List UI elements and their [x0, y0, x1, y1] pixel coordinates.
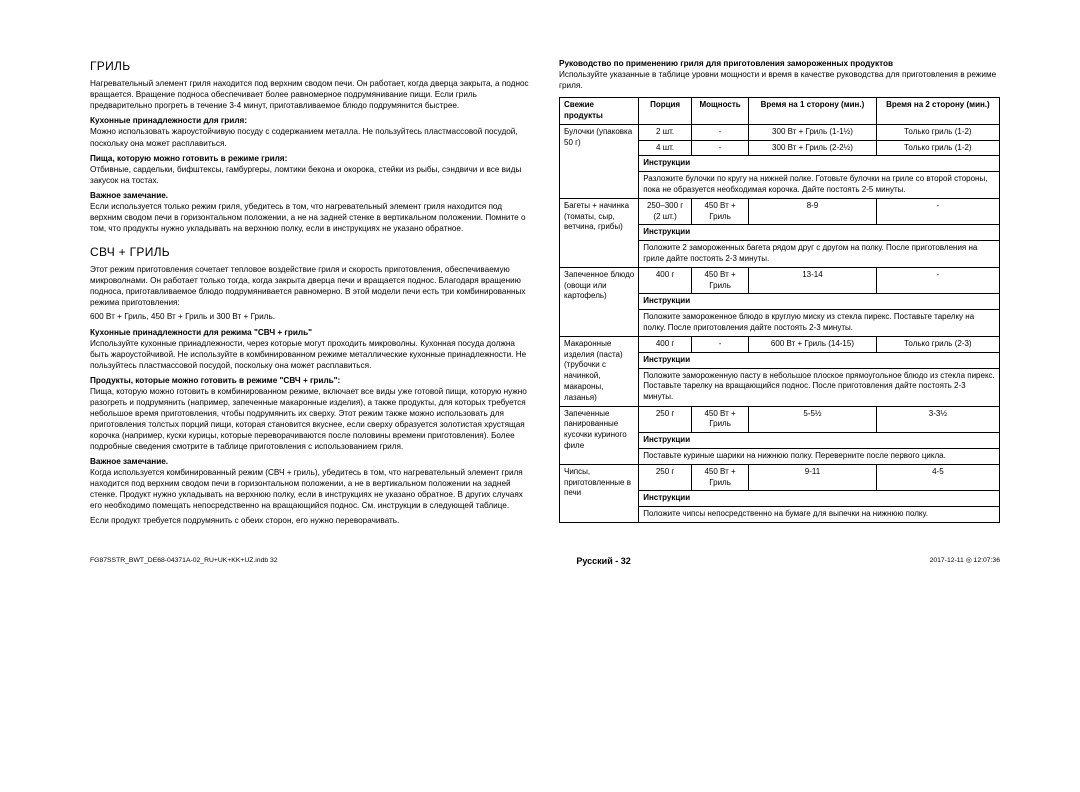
- subheading: Кухонные принадлежности для режима "СВЧ …: [90, 327, 531, 338]
- cell-t1: 9-11: [749, 464, 877, 491]
- cell-t2: -: [876, 267, 999, 294]
- right-column: Руководство по применению гриля для приг…: [559, 58, 1000, 529]
- table-row: Чипсы, приготовленные в печи250 г450 Вт …: [560, 464, 1000, 491]
- col-time2: Время на 2 сторону (мин.): [876, 98, 999, 125]
- cell-instr: Положите чипсы непосредственно на бумаге…: [639, 507, 1000, 523]
- para: Используйте кухонные принадлежности, чер…: [90, 338, 531, 371]
- cell-t1: 600 Вт + Гриль (14-15): [749, 336, 877, 352]
- cell-instr: Положите замороженное блюдо в круглую ми…: [639, 310, 1000, 337]
- table-header-row: Свежие продукты Порция Мощность Время на…: [560, 98, 1000, 125]
- cell-instr-label: Инструкции: [639, 491, 1000, 507]
- page-footer: FG87SSTR_BWT_DE68-04371A-02_RU+UK+KK+UZ.…: [90, 555, 1000, 567]
- cell-portion: 2 шт.: [639, 124, 692, 140]
- cell-portion: 250 г: [639, 406, 692, 433]
- cell-product: Чипсы, приготовленные в печи: [560, 464, 639, 522]
- subheading: Важное замечание.: [90, 456, 531, 467]
- cell-product: Запеченное блюдо (овощи или картофель): [560, 267, 639, 336]
- cell-instr-label: Инструкции: [639, 433, 1000, 449]
- cooking-guide-table: Свежие продукты Порция Мощность Время на…: [559, 97, 1000, 523]
- table-row: Булочки (упаковка 50 г)2 шт.-300 Вт + Гр…: [560, 124, 1000, 140]
- cell-power: 450 Вт + Гриль: [691, 406, 748, 433]
- cell-portion: 250–300 г (2 шт.): [639, 198, 692, 225]
- footer-left: FG87SSTR_BWT_DE68-04371A-02_RU+UK+KK+UZ.…: [90, 556, 278, 565]
- para: Можно использовать жароустойчивую посуду…: [90, 126, 531, 148]
- cell-instr: Положите замороженную пасту в небольшое …: [639, 368, 1000, 406]
- cell-portion: 400 г: [639, 267, 692, 294]
- para: Отбивные, сардельки, бифштексы, гамбурге…: [90, 164, 531, 186]
- subheading: Продукты, которые можно готовить в режим…: [90, 375, 531, 386]
- cell-instr: Разложите булочки по кругу на нижней пол…: [639, 172, 1000, 199]
- cell-power: -: [691, 336, 748, 352]
- footer-page: Русский - 32: [278, 555, 930, 567]
- col-portion: Порция: [639, 98, 692, 125]
- para: Если используется только режим гриля, уб…: [90, 201, 531, 234]
- subheading: Важное замечание.: [90, 190, 531, 201]
- cell-t1: 13-14: [749, 267, 877, 294]
- cell-portion: 250 г: [639, 464, 692, 491]
- cell-t1: 5-5½: [749, 406, 877, 433]
- cell-product: Макаронные изделия (паста) (трубочки с н…: [560, 336, 639, 406]
- cell-t1: 300 Вт + Гриль (2-2½): [749, 140, 877, 156]
- cell-power: 450 Вт + Гриль: [691, 267, 748, 294]
- col-product: Свежие продукты: [560, 98, 639, 125]
- cell-portion: 4 шт.: [639, 140, 692, 156]
- cell-instr-label: Инструкции: [639, 294, 1000, 310]
- cell-instr: Положите 2 замороженных багета рядом дру…: [639, 241, 1000, 268]
- footer-right: 2017-12-11 ◎ 12:07:36: [930, 556, 1000, 565]
- cell-t2: 4-5: [876, 464, 999, 491]
- cell-t2: -: [876, 198, 999, 225]
- cell-power: 450 Вт + Гриль: [691, 464, 748, 491]
- heading-combo: СВЧ + ГРИЛЬ: [90, 244, 531, 260]
- para: 600 Вт + Гриль, 450 Вт + Гриль и 300 Вт …: [90, 311, 531, 322]
- table-row: Макаронные изделия (паста) (трубочки с н…: [560, 336, 1000, 352]
- cell-t2: 3-3½: [876, 406, 999, 433]
- table-title: Руководство по применению гриля для приг…: [559, 58, 1000, 69]
- cell-instr-label: Инструкции: [639, 156, 1000, 172]
- left-column: ГРИЛЬ Нагревательный элемент гриля наход…: [90, 58, 531, 529]
- subheading: Кухонные принадлежности для гриля:: [90, 115, 531, 126]
- cell-instr-label: Инструкции: [639, 225, 1000, 241]
- table-row: Запеченное блюдо (овощи или картофель)40…: [560, 267, 1000, 294]
- cell-power: -: [691, 124, 748, 140]
- cell-product: Запеченные панированные кусочки куриного…: [560, 406, 639, 464]
- table-intro: Используйте указанные в таблице уровни м…: [559, 69, 1000, 91]
- cell-t2: Только гриль (1-2): [876, 140, 999, 156]
- col-time1: Время на 1 сторону (мин.): [749, 98, 877, 125]
- section-combo: СВЧ + ГРИЛЬ Этот режим приготовления соч…: [90, 244, 531, 526]
- cell-power: -: [691, 140, 748, 156]
- table-row: Багеты + начинка (томаты, сыр, ветчина, …: [560, 198, 1000, 225]
- para: Пища, которую можно готовить в комбиниро…: [90, 386, 531, 452]
- cell-product: Багеты + начинка (томаты, сыр, ветчина, …: [560, 198, 639, 267]
- heading-grill: ГРИЛЬ: [90, 58, 531, 74]
- page: ГРИЛЬ Нагревательный элемент гриля наход…: [90, 58, 1000, 529]
- table-row: Запеченные панированные кусочки куриного…: [560, 406, 1000, 433]
- cell-t2: Только гриль (2-3): [876, 336, 999, 352]
- cell-instr: Поставьте куриные шарики на нижнюю полку…: [639, 448, 1000, 464]
- cell-power: 450 Вт + Гриль: [691, 198, 748, 225]
- col-power: Мощность: [691, 98, 748, 125]
- cell-t1: 8-9: [749, 198, 877, 225]
- para: Если продукт требуется подрумянить с обе…: [90, 515, 531, 526]
- para: Нагревательный элемент гриля находится п…: [90, 78, 531, 111]
- cell-portion: 400 г: [639, 336, 692, 352]
- section-grill: ГРИЛЬ Нагревательный элемент гриля наход…: [90, 58, 531, 234]
- cell-product: Булочки (упаковка 50 г): [560, 124, 639, 198]
- cell-t2: Только гриль (1-2): [876, 124, 999, 140]
- cell-t1: 300 Вт + Гриль (1-1½): [749, 124, 877, 140]
- para: Этот режим приготовления сочетает теплов…: [90, 264, 531, 308]
- cell-instr-label: Инструкции: [639, 352, 1000, 368]
- para: Когда используется комбинированный режим…: [90, 467, 531, 511]
- subheading: Пища, которую можно готовить в режиме гр…: [90, 153, 531, 164]
